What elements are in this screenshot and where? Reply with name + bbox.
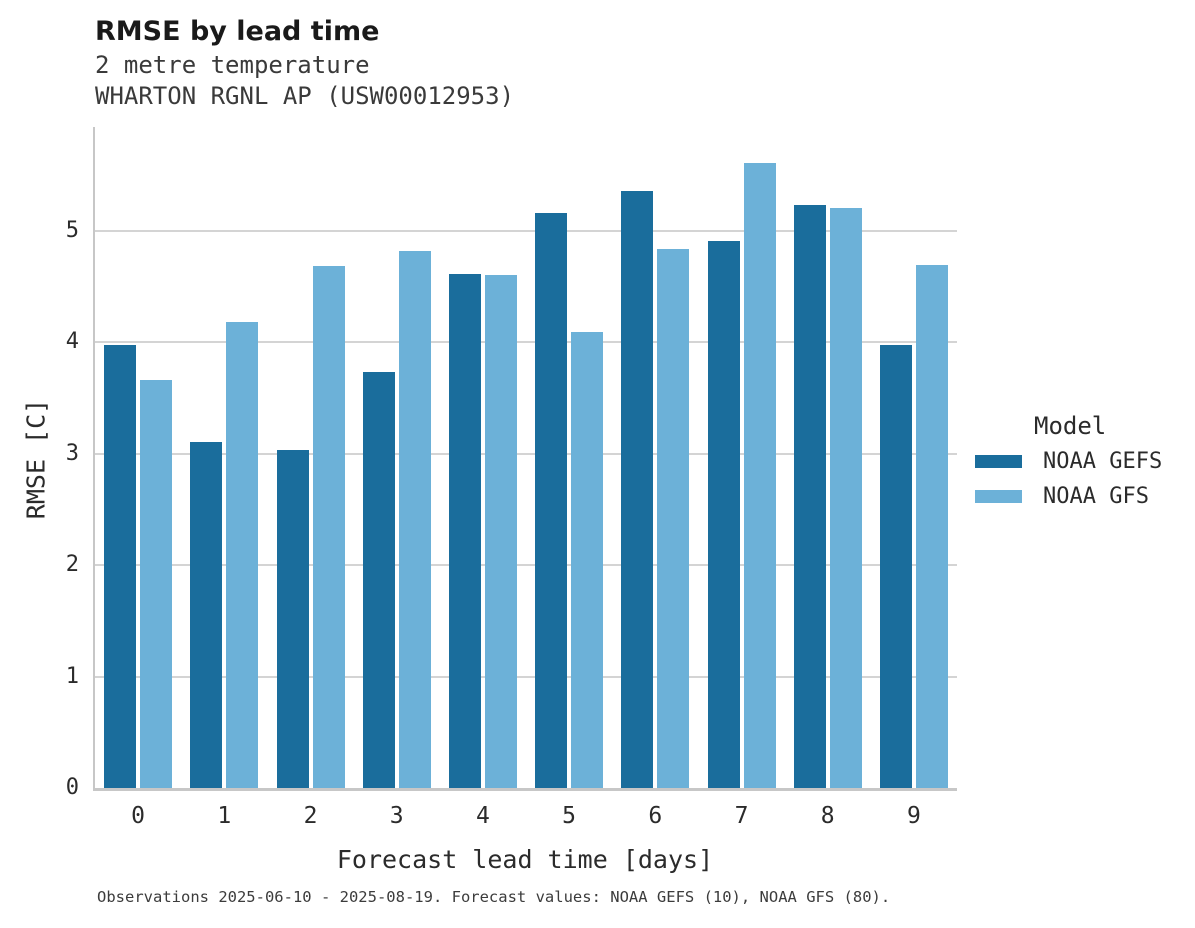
legend-title: Model bbox=[1034, 412, 1107, 440]
bar-groups: 0 1 2 3 4 5 6 7 8 9 bbox=[95, 127, 957, 829]
legend-label: NOAA GEFS bbox=[1043, 449, 1163, 474]
y-tick-label-4: 4 bbox=[65, 329, 79, 355]
gridline-y-2 bbox=[95, 564, 957, 567]
bar-noaa-gefs-lead-7 bbox=[707, 240, 740, 788]
legend: Model NOAA GEFS NOAA GFS bbox=[975, 412, 1162, 519]
subtitle-station: WHARTON RGNL AP (USW00012953) bbox=[95, 82, 515, 110]
chart-subtitle: 2 metre temperature WHARTON RGNL AP (USW0… bbox=[95, 50, 514, 112]
bar-noaa-gfs-lead-2 bbox=[312, 266, 345, 788]
bar-group-lead-7: 7 bbox=[698, 127, 784, 829]
x-tick-label-3: 3 bbox=[389, 803, 404, 829]
gridline-y-4 bbox=[95, 341, 957, 344]
legend-item-noaa-gfs: NOAA GFS bbox=[975, 484, 1162, 509]
gridline-y-3 bbox=[95, 452, 957, 455]
y-tick-label-0: 0 bbox=[65, 775, 79, 800]
bar-noaa-gefs-lead-9 bbox=[879, 345, 912, 788]
gridline-y-1 bbox=[95, 675, 957, 678]
footer-caption: Observations 2025-06-10 - 2025-08-19. Fo… bbox=[97, 888, 891, 906]
chart-title: RMSE by lead time bbox=[95, 16, 380, 47]
plot-area: 0 1 2 3 4 5 0 1 2 3 4 5 6 7 8 9 bbox=[66, 127, 957, 829]
bar-noaa-gfs-lead-5 bbox=[571, 332, 604, 788]
bar-group-lead-8: 8 bbox=[785, 127, 871, 829]
bar-noaa-gfs-lead-6 bbox=[657, 248, 690, 788]
bar-group-lead-1: 1 bbox=[181, 127, 267, 829]
y-tick-label-1: 1 bbox=[65, 663, 79, 689]
bar-noaa-gfs-lead-3 bbox=[398, 250, 431, 788]
y-tick-label-2: 2 bbox=[65, 552, 79, 578]
x-tick-label-2: 2 bbox=[303, 803, 318, 829]
y-tick-label-5: 5 bbox=[65, 217, 79, 243]
bar-noaa-gefs-lead-0 bbox=[104, 345, 137, 788]
x-tick-label-8: 8 bbox=[820, 803, 835, 829]
bar-noaa-gfs-lead-8 bbox=[829, 208, 862, 788]
bar-group-lead-6: 6 bbox=[612, 127, 698, 829]
x-tick-label-7: 7 bbox=[734, 803, 749, 829]
x-tick-label-0: 0 bbox=[131, 803, 146, 829]
bar-noaa-gfs-lead-0 bbox=[140, 380, 173, 788]
bar-noaa-gefs-lead-2 bbox=[276, 450, 309, 788]
bar-group-lead-0: 0 bbox=[95, 127, 181, 829]
legend-items: NOAA GEFS NOAA GFS bbox=[975, 449, 1162, 509]
gridline-y-5 bbox=[95, 229, 957, 232]
bar-noaa-gfs-lead-9 bbox=[915, 265, 948, 788]
bar-noaa-gefs-lead-1 bbox=[190, 442, 223, 788]
y-tick-label-3: 3 bbox=[65, 440, 79, 466]
legend-label: NOAA GFS bbox=[1043, 484, 1149, 509]
legend-item-noaa-gefs: NOAA GEFS bbox=[975, 449, 1162, 474]
bar-noaa-gefs-lead-8 bbox=[793, 205, 826, 788]
x-tick-label-1: 1 bbox=[217, 803, 232, 829]
bar-noaa-gfs-lead-7 bbox=[743, 162, 776, 788]
x-tick-label-6: 6 bbox=[648, 803, 663, 829]
bar-noaa-gfs-lead-4 bbox=[484, 275, 517, 788]
bar-noaa-gefs-lead-6 bbox=[621, 190, 654, 788]
bar-group-lead-2: 2 bbox=[267, 127, 353, 829]
bar-noaa-gefs-lead-5 bbox=[535, 212, 568, 788]
x-tick-label-9: 9 bbox=[906, 803, 921, 829]
bar-group-lead-5: 5 bbox=[526, 127, 612, 829]
x-tick-label-5: 5 bbox=[562, 803, 577, 829]
x-tick-label-4: 4 bbox=[475, 803, 490, 829]
subtitle-variable: 2 metre temperature bbox=[95, 51, 370, 79]
bar-group-lead-4: 4 bbox=[440, 127, 526, 829]
bar-noaa-gfs-lead-1 bbox=[226, 322, 259, 788]
legend-swatch-icon bbox=[975, 490, 1022, 503]
x-axis-label: Forecast lead time [days] bbox=[336, 845, 714, 874]
bar-group-lead-3: 3 bbox=[354, 127, 440, 829]
bar-noaa-gefs-lead-4 bbox=[448, 274, 481, 788]
bar-noaa-gefs-lead-3 bbox=[362, 372, 395, 788]
bar-group-lead-9: 9 bbox=[871, 127, 957, 829]
legend-swatch-icon bbox=[975, 455, 1022, 468]
